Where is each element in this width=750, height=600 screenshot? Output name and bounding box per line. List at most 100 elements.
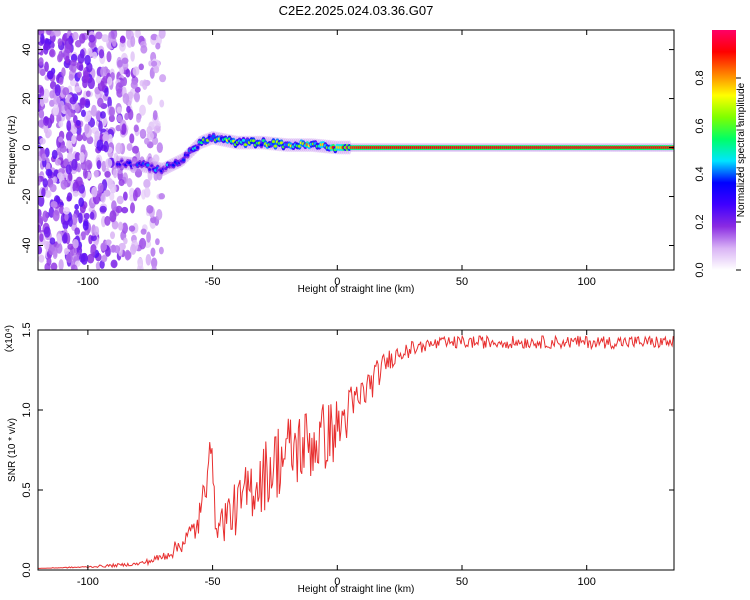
heatmap-cell — [150, 60, 158, 67]
snr-x-label: Height of straight line (km) — [298, 584, 415, 595]
heatmap-cell — [101, 160, 107, 172]
heatmap-cell — [146, 163, 150, 167]
colorbar: 0.0 0.2 0.4 0.6 0.8 Normalized spectral ampl… — [694, 30, 747, 278]
heatmap-cell — [113, 152, 119, 163]
heatmap-cell — [121, 222, 128, 234]
heatmap-cell — [122, 93, 130, 105]
heatmap-cell — [65, 164, 72, 175]
heatmap-cell — [43, 123, 49, 134]
x-tick-label: 0 — [334, 576, 340, 588]
heatmap-cell — [116, 114, 123, 123]
x-tick-label: -100 — [77, 576, 99, 588]
heatmap-cell — [60, 179, 68, 190]
heatmap-cell — [152, 154, 160, 164]
heatmap-cell — [40, 33, 45, 45]
heatmap-cell — [43, 88, 50, 99]
heatmap-cell — [126, 143, 133, 152]
heatmap-cell — [124, 249, 131, 261]
heatmap-cell — [108, 114, 115, 123]
heatmap-cell — [125, 68, 131, 78]
heatmap-cell — [38, 254, 45, 263]
heatmap-cell — [145, 253, 152, 266]
heatmap-cell — [46, 30, 52, 36]
heatmap-cell — [135, 30, 141, 39]
heatmap-cell — [64, 212, 69, 222]
heatmap-cell — [65, 253, 73, 264]
heatmap-cell — [38, 176, 41, 186]
colorbar-tick-label: 0.2 — [694, 214, 706, 229]
heatmap-cell — [151, 265, 157, 270]
heatmap-cell — [50, 262, 58, 270]
y-tick-label: 1.5 — [21, 322, 33, 337]
heatmap-cell — [153, 171, 159, 181]
heatmap-cell — [109, 183, 117, 194]
heatmap-cell — [111, 220, 119, 230]
heatmap-cell — [110, 30, 118, 40]
heatmap-cell — [110, 259, 118, 269]
heatmap-cell — [111, 200, 117, 212]
heatmap-cell — [156, 208, 163, 221]
heatmap-cell — [87, 77, 95, 90]
heatmap-cell — [55, 196, 61, 204]
heatmap-cell — [86, 136, 94, 145]
heatmap-cell — [113, 245, 121, 254]
heatmap-cell — [196, 145, 200, 149]
chart-title: C2E2.2025.024.03.36.G07 — [279, 3, 434, 18]
colorbar-ticks: 0.0 0.2 0.4 0.6 0.8 — [694, 70, 741, 278]
heatmap-cell — [121, 57, 129, 64]
heatmap-cell — [53, 30, 61, 37]
heatmap-cell — [65, 55, 70, 64]
heatmap-cell — [78, 197, 85, 208]
snr-y-label: SNR (10 * v/v) — [7, 418, 18, 482]
heatmap-cell — [100, 66, 107, 77]
heatmap-cell — [68, 172, 73, 182]
heatmap-cell — [123, 237, 128, 245]
heatmap-cell — [52, 250, 58, 260]
y-tick-label: 1.0 — [21, 402, 33, 417]
heatmap-cell — [121, 206, 129, 214]
heatmap-cell — [100, 192, 106, 203]
heatmap-cell — [159, 99, 165, 108]
heatmap-cell — [82, 220, 89, 231]
heatmap-cell — [45, 162, 51, 171]
x-tick-label: 50 — [456, 576, 468, 588]
heatmap-cell — [72, 238, 79, 249]
heatmap-cell — [94, 226, 100, 237]
heatmap-cell — [159, 74, 167, 83]
heatmap-cell — [74, 203, 79, 210]
heatmap-cell — [77, 71, 82, 79]
heatmap-cell — [150, 257, 158, 269]
heatmap-cell — [38, 194, 45, 207]
heatmap-cell — [49, 113, 55, 124]
heatmap-cell — [115, 142, 123, 155]
y-tick-label: 40 — [21, 43, 33, 55]
heatmap-cell — [66, 140, 73, 150]
heatmap-cell — [109, 191, 115, 201]
heatmap-cell — [39, 137, 46, 145]
heatmap-cell — [91, 51, 98, 59]
heatmap-cell — [54, 84, 61, 97]
heatmap-cell — [70, 125, 78, 135]
heatmap-cell — [100, 242, 108, 252]
heatmap-cell — [139, 104, 146, 116]
heatmap-cell — [95, 110, 102, 121]
heatmap-cell — [39, 233, 44, 243]
heatmap-cell — [116, 195, 124, 205]
heatmap-cell — [51, 149, 58, 160]
heatmap-cell — [182, 158, 186, 162]
heatmap-cell — [133, 189, 138, 202]
heatmap-cell — [158, 193, 166, 200]
heatmap-cell — [126, 177, 133, 188]
snr-panel: -100 -50 0 50 100 0.0 0.5 1.0 1.5 Height of str… — [4, 322, 675, 595]
heatmap-cell — [116, 106, 122, 114]
snr-x-ticks: -100 -50 0 50 100 — [77, 330, 596, 588]
heatmap-cell — [74, 39, 82, 48]
heatmap-cell — [64, 102, 72, 113]
heatmap-cell — [68, 64, 74, 71]
heatmap-cell — [56, 233, 62, 244]
heatmap-cell — [101, 255, 108, 263]
heatmap-cell — [91, 104, 97, 117]
heatmap-cell — [38, 224, 42, 233]
heatmap-cell — [136, 114, 141, 123]
heatmap-cell — [259, 143, 264, 147]
